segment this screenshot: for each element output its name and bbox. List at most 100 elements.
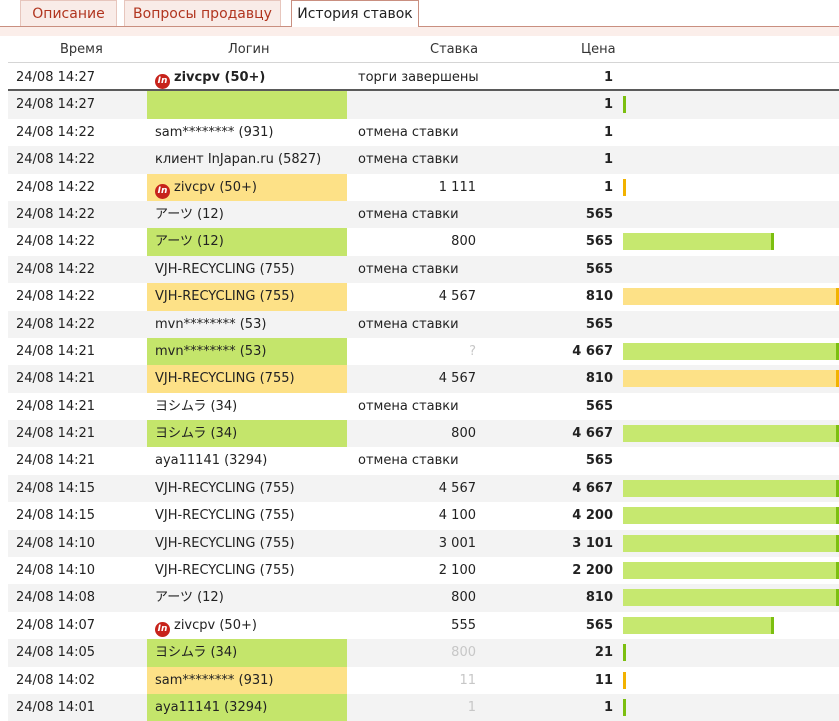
bidder-login-text: клиент InJapan.ru (5827) [155,152,322,168]
bidder-login[interactable]: VJH-RECYCLING (755) [147,475,347,502]
price: 4 667 [572,343,613,359]
bid-amount: отмена ставки [358,261,459,277]
bidder-login[interactable]: ヨシムラ (34) [147,393,347,420]
bid-amount: 800 [451,426,476,442]
table-row: 24/08 14:15 VJH-RECYCLING (755) 4 567 4 667 [8,474,839,503]
bidder-login[interactable]: клиент InJapan.ru (5827) [147,146,347,173]
bidder-login[interactable]: sam******** (931) [147,119,347,146]
table-row: 24/08 14:22 In zivcpv (50+) 1 111 1 [8,173,839,201]
bidder-login[interactable]: ヨシムラ (34) [147,420,347,448]
price-bar [623,671,626,689]
bid-amount: 1 [467,699,476,715]
table-row: 24/08 14:21 mvn******** (53)? 4 667 [8,337,839,366]
tab-bid-history[interactable]: История ставок [291,0,419,27]
price: 3 101 [572,535,613,551]
price-bar [623,616,774,634]
price: 565 [585,234,613,250]
bid-time: 24/08 14:15 [16,480,96,496]
price-bar [623,589,839,607]
bidder-login-text: VJH-RECYCLING (755) [155,535,295,551]
bidder-login[interactable]: アーツ (12) [147,584,347,611]
bid-time: 24/08 14:21 [16,398,96,414]
bidder-login-text: VJH-RECYCLING (755) [155,371,295,387]
bid-time: 24/08 14:27 [16,70,96,85]
bidder-login[interactable]: アーツ (12) [147,201,347,228]
bidder-login[interactable]: VJH-RECYCLING (755) [147,557,347,584]
price: 810 [585,289,613,305]
table-row: 24/08 14:27 1 [8,91,839,119]
price: 1 [603,179,613,195]
bidder-login[interactable]: mvn******** (53) [147,311,347,338]
price-bar-cap [836,562,839,580]
bidder-login[interactable]: アーツ (12) [147,228,347,256]
bidder-login[interactable]: VJH-RECYCLING (755) [147,256,347,283]
bid-time: 24/08 14:10 [16,535,96,551]
header-divider [8,62,839,63]
table-row: 24/08 14:22 アーツ (12) отмена ставки 565 [8,200,839,229]
bidder-login[interactable]: aya11141 (3294) [147,693,347,721]
price: 1 [603,124,613,140]
price: 1 [603,70,613,85]
bidder-login-text: zivcpv (50+) [174,617,257,633]
price-bar-cap [836,425,839,443]
price: 11 [594,672,613,688]
bid-time: 24/08 14:22 [16,152,96,168]
price: 565 [585,206,613,222]
bidder-login[interactable]: aya11141 (3294) [147,447,347,474]
bidder-login[interactable]: In zivcpv (50+) [147,173,347,201]
bidder-login[interactable]: In zivcpv (50+) [147,612,347,639]
bid-time: 24/08 14:21 [16,343,96,359]
price: 2 200 [572,563,613,579]
bidder-login[interactable]: VJH-RECYCLING (755) [147,365,347,393]
price-bar-cap [836,370,839,388]
bid-time: 24/08 14:02 [16,672,96,688]
tab-seller-questions[interactable]: Вопросы продавцу [124,0,281,26]
table-row: 24/08 14:27 In zivcpv (50+) торги завершены… [8,64,839,92]
table-row: 24/08 14:10 VJH-RECYCLING (755) 2 100 2 200 [8,557,839,584]
bidder-login[interactable]: In zivcpv (50+) [147,64,347,89]
bidder-login[interactable]: mvn******** (53) [147,337,347,366]
bidder-login[interactable] [147,91,347,119]
table-row: 24/08 14:08 アーツ (12) 800 810 [8,584,839,612]
bid-amount: 800 [451,645,476,661]
price: 4 200 [572,508,613,524]
table-row: 24/08 14:05 ヨシムラ (34) 800 21 [8,639,839,667]
price-bar [623,562,839,580]
table-row: 24/08 14:22 mvn******** (53) отмена ставки… [8,310,839,338]
bidder-login[interactable]: VJH-RECYCLING (755) [147,530,347,557]
price-bar [623,698,626,716]
table-row: 24/08 14:22 sam******** (931) отмена ставк… [8,119,839,146]
bidder-login-text: aya11141 (3294) [155,699,268,715]
bidder-login-text: アーツ (12) [155,590,224,606]
column-login: Логин [228,42,270,57]
bid-amount [356,91,476,118]
tab-description[interactable]: Описание [20,0,117,26]
bidder-login-text: ヨシムラ (34) [155,398,238,414]
bidder-login[interactable]: sam******** (931) [147,666,347,694]
bid-amount: 800 [451,234,476,250]
bid-time: 24/08 14:01 [16,699,96,715]
bidder-login[interactable]: VJH-RECYCLING (755) [147,283,347,311]
table-row: 24/08 14:22 アーツ (12) 800 565 [8,228,839,256]
bid-time: 24/08 14:21 [16,426,96,442]
price-bar [623,233,774,251]
bid-history-table: 24/08 14:27 In zivcpv (50+) торги завершены… [8,64,839,721]
price-bar-cap [836,589,839,607]
price: 565 [585,617,613,633]
bid-time: 24/08 14:08 [16,590,96,606]
price-bar-cap [836,534,839,552]
bid-amount: 1 111 [438,179,476,195]
table-row: 24/08 14:22 VJH-RECYCLING (755) отмена ста… [8,255,839,284]
price: 4 667 [572,426,613,442]
price: 21 [594,645,613,661]
price-bar-cap [836,288,839,306]
price-bar-cap [836,342,839,360]
tab-bar: Описание Вопросы продавцу История ставок [0,0,839,27]
bidder-login-text: sam******** (931) [155,672,274,688]
table-row: 24/08 14:22 VJH-RECYCLING (755) 4 567 810 [8,283,839,311]
price: 810 [585,371,613,387]
bidder-login[interactable]: ヨシムラ (34) [147,639,347,667]
bidder-login[interactable]: VJH-RECYCLING (755) [147,502,347,529]
bid-amount: отмена ставки [358,152,459,168]
bidder-login-text: ヨシムラ (34) [155,426,238,442]
